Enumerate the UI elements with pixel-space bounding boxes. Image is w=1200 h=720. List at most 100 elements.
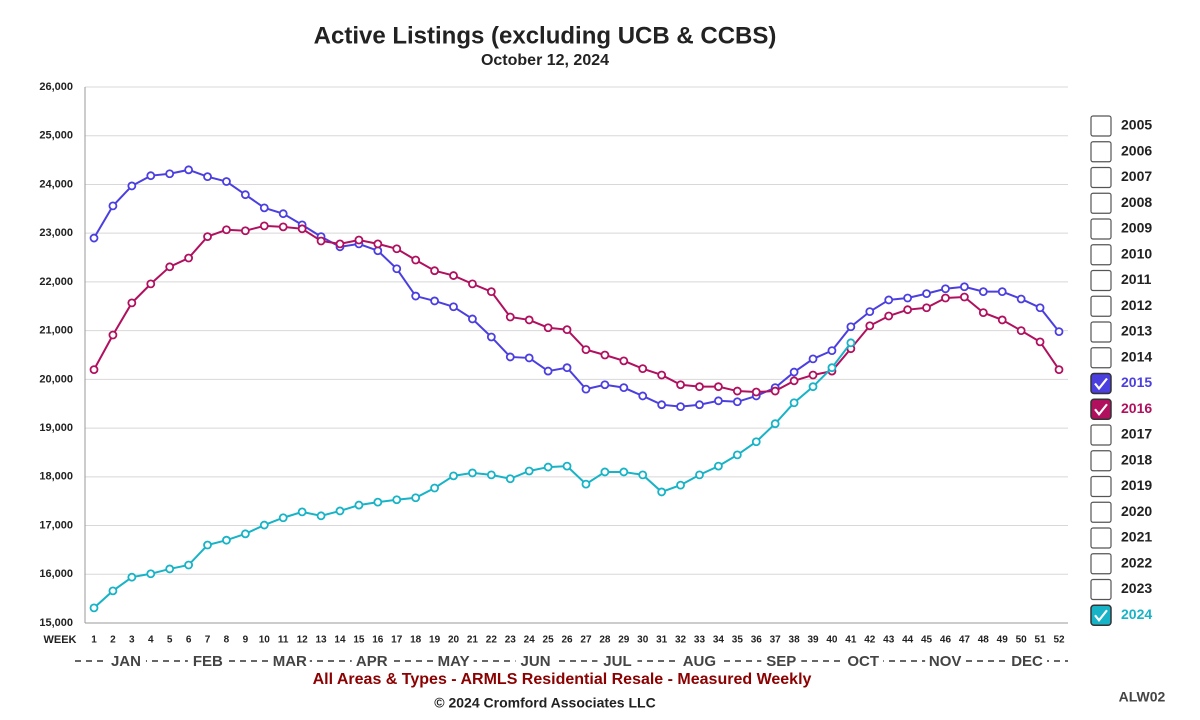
month-label: APR <box>356 653 388 670</box>
point <box>165 262 175 272</box>
series-line <box>93 168 1060 408</box>
point <box>449 271 458 280</box>
legend-label: 2005 <box>1121 117 1152 133</box>
legend-check <box>1094 403 1108 417</box>
month-label: DEC <box>1011 653 1043 670</box>
x-tick-label: 33 <box>694 635 706 646</box>
month-bg <box>843 651 884 671</box>
point <box>657 370 667 380</box>
point <box>865 321 875 331</box>
legend-label: 2020 <box>1121 503 1152 519</box>
point <box>714 382 723 392</box>
point <box>581 384 591 394</box>
y-tick-label: 20,000 <box>39 373 73 385</box>
point <box>505 312 515 322</box>
legend-checkbox <box>1090 321 1112 343</box>
code: ALW02 <box>1119 689 1166 705</box>
month-label: MAR <box>273 653 307 670</box>
chart-subtitle: October 12, 2024 <box>481 52 609 69</box>
point <box>827 363 837 373</box>
month-bg <box>433 651 474 671</box>
x-tick-label: 21 <box>467 635 479 646</box>
point <box>316 511 326 521</box>
legend-checkbox <box>1090 115 1112 137</box>
point <box>770 386 780 396</box>
x-tick-label: 35 <box>732 635 744 646</box>
legend-checkbox <box>1090 475 1112 498</box>
point <box>259 520 269 530</box>
x-tick-label: 7 <box>205 635 211 646</box>
point <box>600 350 610 360</box>
legend-checkbox <box>1090 398 1112 420</box>
legend-label: 2008 <box>1121 194 1152 210</box>
point <box>89 603 99 613</box>
month-bg <box>105 651 146 671</box>
point <box>903 305 913 315</box>
point <box>468 279 477 289</box>
point <box>808 382 818 392</box>
legend-label: 2006 <box>1121 142 1152 158</box>
x-tick-label: 26 <box>561 635 573 646</box>
point <box>941 293 950 303</box>
point <box>770 419 780 429</box>
x-tick-label: 9 <box>243 635 249 646</box>
month-label: SEP <box>766 653 796 670</box>
point <box>922 289 931 299</box>
point <box>638 364 648 374</box>
point <box>846 322 856 332</box>
point <box>789 376 799 386</box>
point <box>1016 326 1026 336</box>
point <box>127 298 137 308</box>
x-tick-label: 32 <box>675 635 687 646</box>
legend-label: 2007 <box>1121 168 1152 184</box>
point <box>695 382 704 392</box>
x-tick-label: 36 <box>751 635 763 646</box>
point <box>146 279 156 289</box>
x-tick-label: 31 <box>656 635 668 646</box>
month-label: AUG <box>683 653 716 670</box>
point <box>997 287 1007 297</box>
y-tick-label: 15,000 <box>39 617 73 629</box>
point <box>978 308 988 318</box>
x-tick-label: 27 <box>580 635 592 646</box>
x-tick-label: 4 <box>148 635 154 646</box>
legend-label: 2017 <box>1121 426 1152 442</box>
x-tick-label: 38 <box>789 635 801 646</box>
legend-label: 2016 <box>1121 400 1152 416</box>
point <box>959 292 969 302</box>
point <box>505 352 515 362</box>
x-tick-label: 49 <box>997 635 1009 646</box>
point <box>638 391 648 401</box>
month-bg <box>679 651 720 671</box>
point <box>297 507 307 517</box>
month-label: FEB <box>193 653 223 670</box>
point <box>600 380 610 390</box>
legend-checkbox <box>1090 192 1112 214</box>
footer: All Areas & Types - ARMLS Residential Re… <box>313 671 812 688</box>
x-tick-label: 39 <box>807 635 819 646</box>
x-tick-label: 48 <box>978 635 990 646</box>
point <box>1054 327 1064 337</box>
point <box>978 287 988 297</box>
point <box>732 397 742 407</box>
x-tick-label: 19 <box>429 635 441 646</box>
legend-checkbox <box>1090 604 1112 626</box>
x-tick-label: 13 <box>315 635 327 646</box>
point <box>751 437 761 447</box>
x-tick-label: 16 <box>372 635 384 646</box>
point <box>676 380 685 390</box>
point <box>222 225 231 235</box>
y-tick-label: 23,000 <box>39 227 73 239</box>
point <box>1035 303 1045 313</box>
point <box>486 332 496 342</box>
point <box>543 462 553 472</box>
legend-label: 2024 <box>1121 606 1152 622</box>
point <box>430 296 439 306</box>
point <box>165 169 175 179</box>
x-tick-label: 23 <box>505 635 517 646</box>
point <box>89 365 99 375</box>
legend-checkbox <box>1090 553 1112 575</box>
point <box>259 203 269 213</box>
legend-checkbox <box>1090 141 1112 163</box>
point <box>146 171 156 181</box>
